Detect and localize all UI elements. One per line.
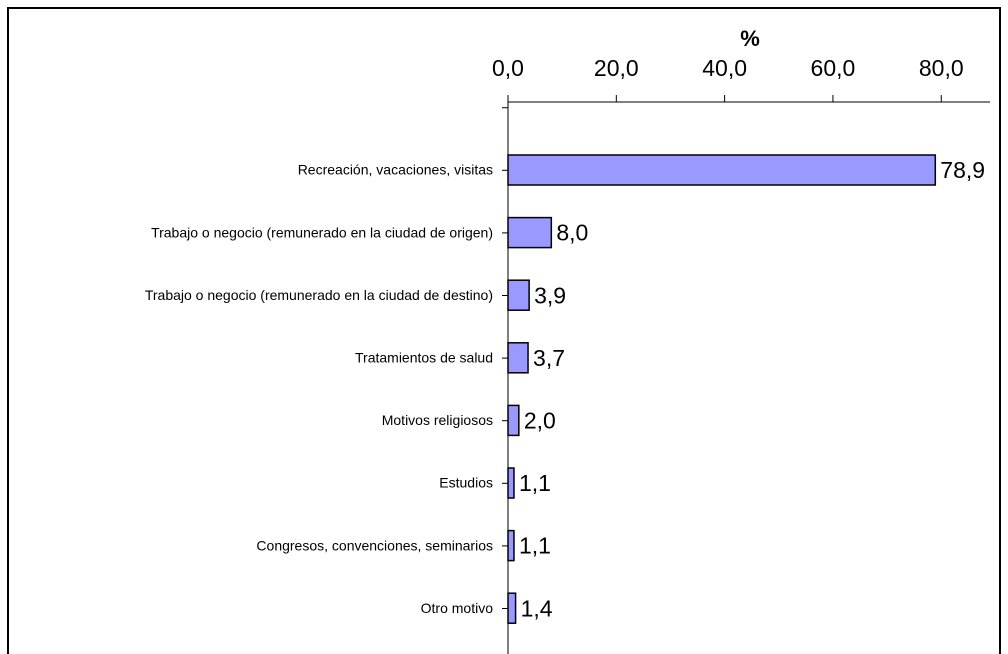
axis-title: % (740, 26, 760, 51)
bar (507, 529, 515, 562)
x-tick-label: 60,0 (811, 55, 856, 81)
x-tick-label: 20,0 (594, 55, 639, 81)
category-label: Motivos religiosos (382, 412, 493, 428)
category-label: Otro motivo (421, 600, 494, 616)
value-label: 1,1 (519, 470, 551, 496)
bar (507, 279, 530, 311)
value-label: 78,9 (940, 157, 985, 183)
x-tick-label: 80,0 (919, 55, 964, 81)
bar (507, 216, 553, 249)
value-label: 3,9 (534, 282, 566, 308)
bar (507, 592, 517, 624)
value-label: 8,0 (556, 220, 588, 246)
x-tick-label: 40,0 (702, 55, 747, 81)
value-label: 1,4 (521, 595, 553, 621)
category-label: Recreación, vacaciones, visitas (298, 162, 493, 178)
bar (507, 342, 529, 374)
category-label: Congresos, convenciones, seminarios (256, 537, 493, 553)
value-label: 2,0 (524, 407, 556, 433)
chart-frame (7, 7, 1001, 654)
x-tick-label: 0,0 (492, 55, 524, 81)
bar (507, 404, 520, 437)
category-label: Estudios (439, 475, 493, 491)
value-label: 3,7 (533, 345, 565, 371)
category-label: Tratamientos de salud (355, 350, 493, 366)
value-label: 1,1 (519, 533, 551, 559)
category-label: Trabajo o negocio (remunerado en la ciud… (151, 224, 493, 240)
bar (507, 154, 937, 186)
category-label: Trabajo o negocio (remunerado en la ciud… (145, 287, 493, 303)
bar (507, 467, 515, 499)
